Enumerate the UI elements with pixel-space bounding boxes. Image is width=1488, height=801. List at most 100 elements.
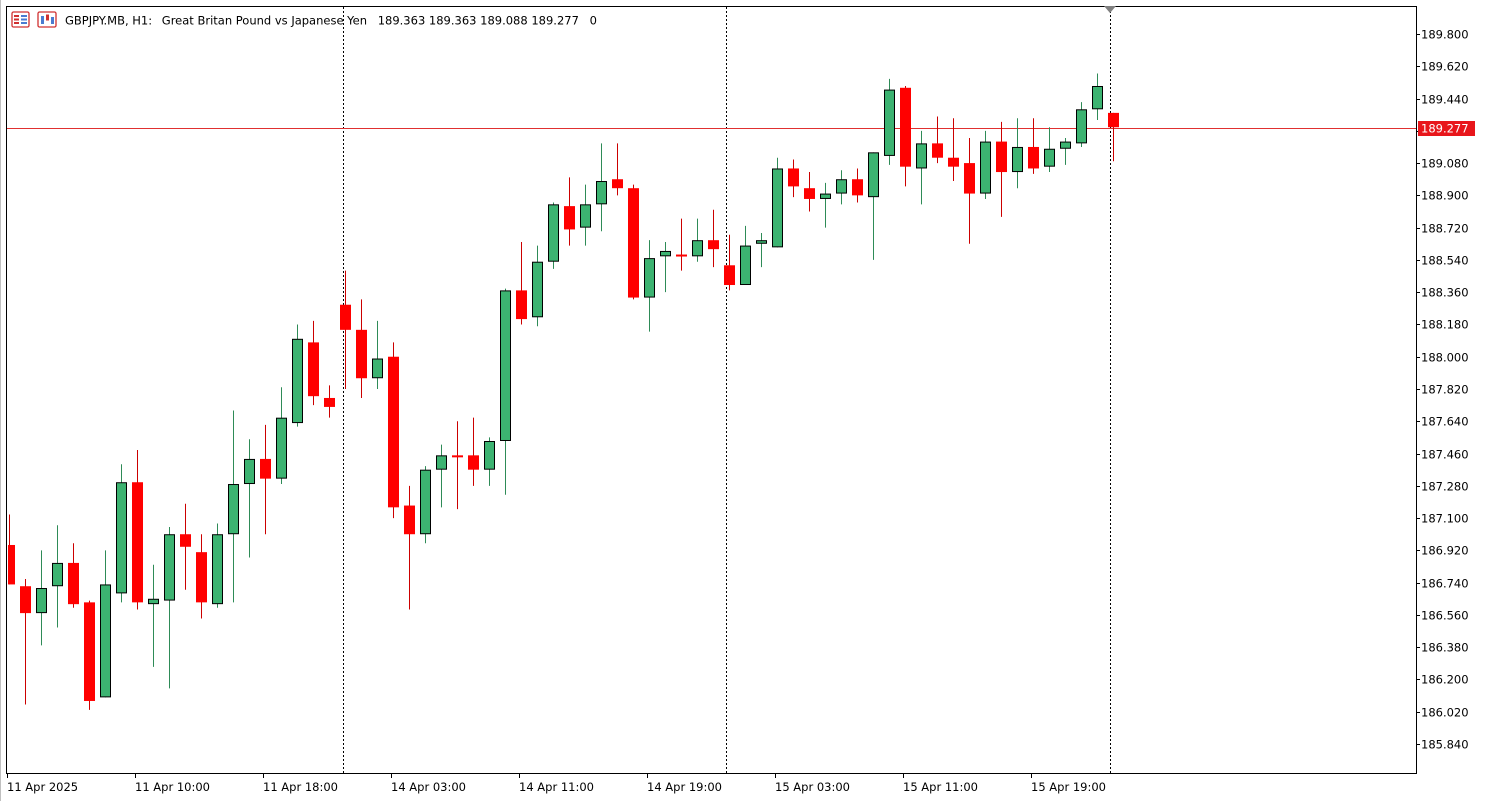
price-tick-label: 188.360: [1421, 286, 1469, 300]
candle: [388, 342, 399, 519]
time-tick-label: 11 Apr 2025: [7, 780, 78, 794]
bullish-candle-body: [644, 258, 655, 298]
time-tick-label: 15 Apr 19:00: [1031, 780, 1106, 794]
chart-bars-icon[interactable]: [37, 11, 57, 28]
bearish-candle-body: [388, 356, 399, 508]
candle: [916, 130, 927, 205]
candle: [308, 320, 319, 406]
candle: [1044, 127, 1055, 173]
candle: [692, 218, 703, 262]
bullish-candle-body: [1076, 109, 1087, 144]
bullish-candle-body: [36, 588, 47, 614]
bearish-candle-body: [788, 168, 799, 187]
bid-price-label-text: 189.277: [1421, 122, 1469, 136]
time-tick-label: 11 Apr 18:00: [263, 780, 338, 794]
bullish-candle-body: [916, 143, 927, 169]
bullish-candle-body: [292, 338, 303, 424]
bullish-candle-body: [660, 250, 671, 257]
bullish-candle-body: [372, 358, 383, 379]
bullish-candle-body: [420, 469, 431, 535]
price-tick-label: 189.620: [1421, 60, 1469, 74]
price-tick-label: 188.900: [1421, 189, 1469, 203]
header-symbol: GBPJPY.MB, H1:: [65, 14, 152, 28]
bullish-candle-body: [772, 168, 783, 248]
candle: [980, 130, 991, 199]
bearish-candle-body: [852, 179, 863, 196]
bullish-candle-body: [884, 89, 895, 156]
price-tick-label: 186.740: [1421, 577, 1469, 591]
bullish-candle-body: [596, 181, 607, 205]
bullish-candle-body: [692, 240, 703, 257]
candle: [68, 543, 79, 608]
period-marker-icon[interactable]: [1104, 6, 1116, 13]
candle: [580, 184, 591, 246]
bullish-candle-body: [244, 458, 255, 485]
candle: [532, 245, 543, 327]
bearish-candle-body: [68, 562, 79, 605]
candle: [964, 137, 975, 244]
candle: [932, 116, 943, 164]
bearish-candle-body: [260, 458, 271, 479]
bullish-candle-body: [100, 584, 111, 698]
header-ohlc: 189.363 189.363 189.088 189.277: [378, 14, 579, 28]
candle: [948, 118, 959, 182]
candle: [244, 439, 255, 558]
candle: [708, 209, 719, 268]
bullish-candle-body: [868, 152, 879, 198]
bullish-candle-body: [436, 455, 447, 470]
price-tick-label: 187.820: [1421, 383, 1469, 397]
bearish-candle-body: [340, 304, 351, 330]
candle: [500, 288, 511, 495]
price-tick-label: 187.280: [1421, 480, 1469, 494]
bullish-candle-body: [548, 204, 559, 262]
bearish-candle-body: [1028, 146, 1039, 169]
bullish-candle-body: [1092, 85, 1103, 110]
bearish-candle-body: [964, 163, 975, 194]
price-tick-label: 186.920: [1421, 544, 1469, 558]
price-tick-label: 189.800: [1421, 28, 1469, 42]
candle: [100, 550, 111, 698]
bearish-candle-body: [612, 179, 623, 189]
bullish-candle-body: [756, 240, 767, 244]
candle: [84, 600, 95, 710]
time-tick-label: 11 Apr 10:00: [135, 780, 210, 794]
price-tick-label: 188.180: [1421, 318, 1469, 332]
bullish-candle-body: [164, 534, 175, 601]
header-volume: 0: [590, 14, 597, 28]
bullish-candle-body: [580, 204, 591, 228]
candle: [372, 320, 383, 389]
price-axis: 189.800189.620189.440189.260189.080188.9…: [1416, 28, 1475, 752]
bearish-candle-body: [996, 141, 1007, 173]
candle: [996, 121, 1007, 217]
bullish-candle-body: [1044, 148, 1055, 167]
bearish-candle-body: [900, 87, 911, 167]
candle: [596, 143, 607, 232]
price-tick-label: 185.840: [1421, 738, 1469, 752]
price-tick-label: 186.560: [1421, 609, 1469, 623]
candle: [196, 534, 207, 619]
bullish-candle-body: [836, 179, 847, 194]
bearish-candle-body: [516, 290, 527, 320]
candle: [884, 78, 895, 165]
price-tick-label: 188.720: [1421, 222, 1469, 236]
bullish-candle-body: [212, 534, 223, 605]
candle: [724, 234, 735, 291]
candle: [772, 157, 783, 248]
bullish-candle-body: [52, 562, 63, 587]
bearish-candle-body: [84, 602, 95, 701]
candle: [468, 417, 479, 486]
bullish-candle-body: [740, 245, 751, 286]
bearish-candle-body: [804, 188, 815, 199]
candle: [628, 184, 639, 300]
bearish-candle-body: [948, 157, 959, 167]
candle: [548, 202, 559, 269]
candle: [516, 241, 527, 325]
time-tick-label: 15 Apr 03:00: [775, 780, 850, 794]
bullish-candle-body: [1060, 141, 1071, 149]
bearish-candle-body: [8, 544, 15, 585]
chart-grid-icon[interactable]: [11, 11, 30, 28]
candle: [356, 299, 367, 398]
candle: [1092, 73, 1103, 121]
candle: [612, 143, 623, 196]
